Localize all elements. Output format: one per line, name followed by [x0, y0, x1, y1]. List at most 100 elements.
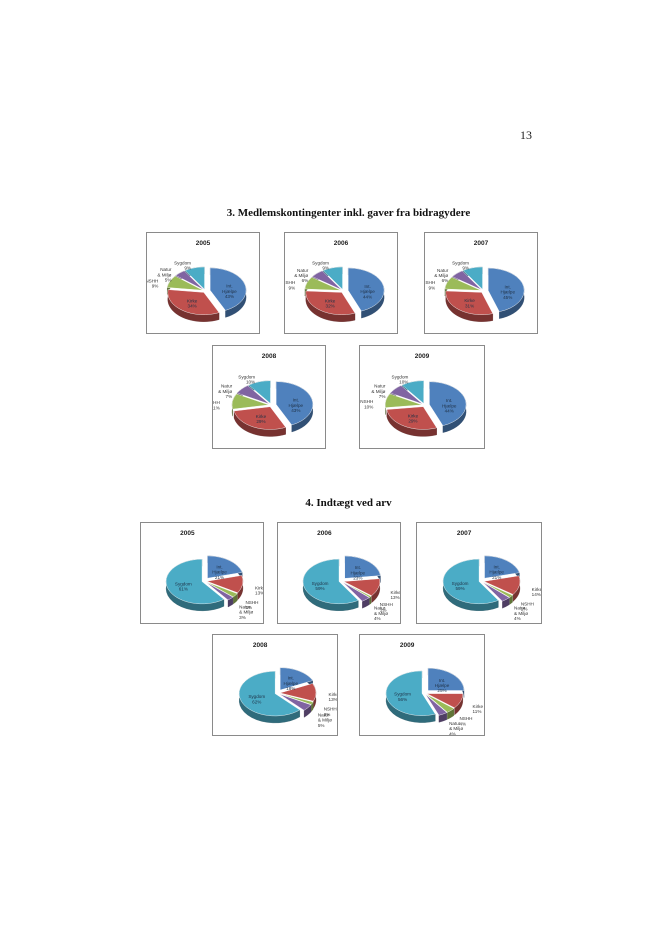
pie-slice-nshh [343, 581, 372, 598]
pie-chart-s3-2009: 2009 Int. Hjælpe 44% Kirke 29% NSHH 10% Natur & M… [359, 345, 485, 449]
pie-slice-int-hjaelpe [429, 381, 467, 426]
data-label-int-hjaelpe: Int. Hjælpe 21% [489, 565, 504, 580]
data-label-natur-miljo: Natur & Miljø 7% [371, 384, 386, 399]
data-label-kirke: Kirke 11% [473, 704, 484, 714]
chart-title: 2009 [400, 642, 415, 649]
pie-slice-int-hjaelpe [484, 555, 520, 579]
data-label-kirke: Kirke 29% [256, 414, 267, 424]
chart-title: 2007 [457, 530, 472, 537]
data-label-nshh: NSHH9% [425, 280, 435, 290]
data-label-natur-miljo: Natur & Miljø 7% [218, 384, 233, 399]
data-label-natur-miljo: Natur & Miljø 3% [239, 604, 253, 619]
chart-title: 2008 [253, 642, 268, 649]
data-label-int-hjaelpe: Int. Hjælpe 23% [351, 565, 366, 580]
pie-slice-natur-miljo [279, 693, 312, 711]
data-label-int-hjaelpe: Int. Hjælpe 21% [212, 564, 227, 579]
section-4-title: 4. Indtægt ved arv [305, 497, 392, 509]
chart-title: 2008 [262, 353, 277, 360]
pie-slice-kirke [233, 406, 287, 430]
pie-slice-nshh [231, 393, 269, 410]
data-label-kirke: Kirke 32% [325, 298, 336, 308]
pie-chart-s4-2009: 2009 Int. Hjælpe 25% Kirke 11% NSHH 4% Natur & Mi… [359, 634, 485, 736]
pie-slice-kirke [343, 578, 381, 596]
data-label-sygdom: Sygdom 10% [392, 374, 409, 384]
pie-slice-sygdom [385, 670, 436, 716]
data-label-int-hjaelpe: Int. Hjælpe 18% [283, 676, 298, 691]
data-label-nshh: NSHH11% [213, 400, 220, 410]
data-label-nshh: NSHH9% [147, 278, 158, 288]
data-label-int-hjaelpe: Int. Hjælpe 43% [222, 284, 237, 299]
data-label-sygdom: Sygdom 56% [394, 692, 411, 702]
pie-slice-kirke [167, 289, 220, 315]
pie-slice-nshh [166, 275, 204, 291]
data-label-int-hjaelpe: Int. Hjælpe 44% [442, 398, 457, 413]
pie-slice-sygdom [248, 380, 271, 404]
pie-slice-sygdom [184, 266, 205, 290]
data-label-int-hjaelpe: Int. Hjælpe 25% [435, 678, 450, 693]
data-label-natur-miljo: Natur & Miljø 6% [294, 268, 309, 283]
pie-slice-natur-miljo [482, 582, 510, 602]
data-label-nshh: NSHH 4% [459, 716, 472, 726]
pie-slice-natur-miljo [390, 385, 423, 405]
pie-slice-int-hjaelpe [344, 555, 381, 579]
pie-slice-int-hjaelpe [209, 267, 247, 311]
data-label-sygdom: Sygdom 59% [312, 581, 329, 591]
data-label-sygdom: Sygdom 62% [248, 694, 265, 704]
data-label-sygdom: Sygdom 9% [312, 260, 329, 270]
data-label-nshh: NSHH9% [285, 280, 295, 290]
pie-slice-nshh [206, 581, 238, 598]
data-label-int-hjaelpe: Int. Hjælpe 44% [360, 284, 375, 299]
pie-slice-int-hjaelpe [427, 668, 465, 691]
pie-slice-sygdom [401, 380, 424, 404]
data-label-natur-miljo: Natur & Miljø 4% [374, 606, 388, 621]
pie-slice-natur-miljo [175, 270, 204, 290]
data-label-sygdom: Sygdom 59% [452, 581, 469, 591]
data-label-sygdom: Sygdom 9% [452, 260, 469, 270]
data-label-natur-miljo: Natur & Miljø 4% [514, 606, 528, 621]
pie-slice-sygdom [238, 671, 301, 717]
pie-slice-nshh [444, 277, 481, 291]
data-label-int-hjaelpe: Int. Hjælpe 43% [289, 398, 304, 413]
pie-slice-kirke [426, 693, 464, 709]
data-label-sygdom: Sygdom 10% [238, 374, 255, 384]
data-label-kirke: Kirke 34% [187, 298, 198, 308]
pie-slice-int-hjaelpe [487, 267, 525, 312]
data-label-kirke: Kirke 31% [464, 298, 475, 308]
pie-slice-kirke [305, 290, 356, 315]
data-label-nshh: NSHH 2% [324, 707, 337, 717]
data-label-nshh: NSHH 3% [245, 600, 258, 610]
data-label-natur-miljo: Natur & Miljø 6% [434, 268, 449, 283]
data-label-natur-miljo: Natur & Miljø 5% [318, 713, 332, 728]
pie-slice-sygdom [442, 558, 499, 605]
data-label-int-hjaelpe: Int. Hjælpe 45% [500, 285, 515, 300]
pie-slice-int-hjaelpe [275, 381, 313, 426]
data-label-nshh: NSHH 2% [521, 601, 534, 611]
section-3-title: 3. Medlemskontingenter inkl. gaver fra b… [226, 207, 471, 219]
data-label-nshh: NSHH 1% [380, 602, 393, 612]
pie-chart-s4-2006: 2006 Int. Hjælpe 23% Kirke 13% NSHH 1% Natur & Mi… [277, 522, 401, 624]
pie-slice-sygdom [322, 266, 343, 290]
pie-svg: 2009 Int. Hjælpe 44% Kirke 29% NSHH 10%Natur & M… [360, 353, 467, 437]
pie-slice-natur-miljo [236, 385, 270, 405]
pie-slice-int-hjaelpe [207, 555, 243, 579]
data-label-sygdom: Sygdom 61% [175, 581, 192, 591]
pie-slice-natur-miljo [425, 694, 448, 716]
chart-title: 2006 [317, 530, 332, 537]
pie-svg: 2006 Int. Hjælpe 23% Kirke 13% NSHH 1%Natur & Mi… [302, 530, 400, 621]
chart-title: 2007 [474, 240, 489, 247]
pie-slice-kirke [279, 683, 317, 702]
pie-slice-kirke [445, 290, 494, 315]
